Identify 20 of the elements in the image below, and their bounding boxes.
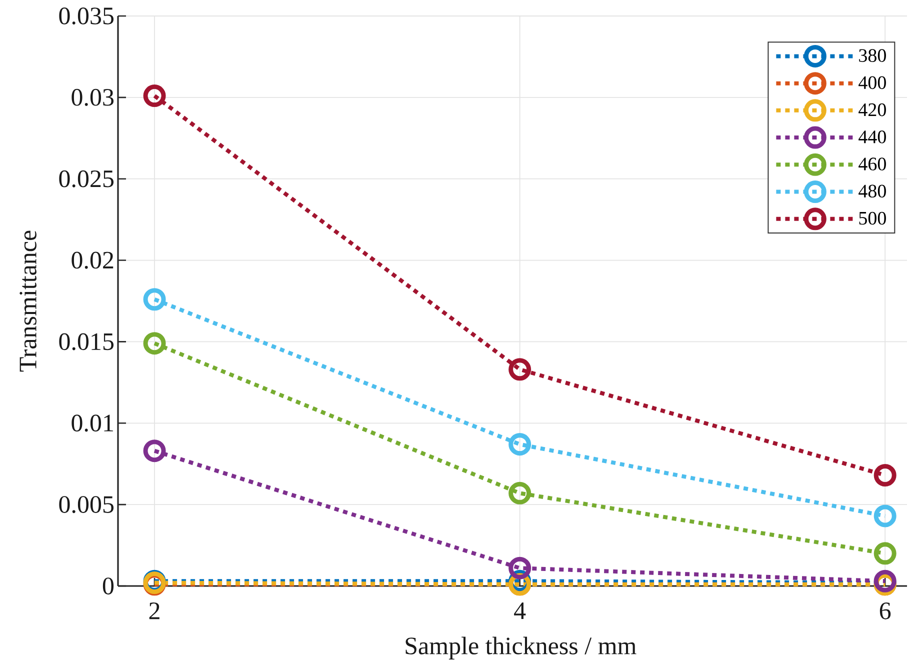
legend-label: 380 — [859, 49, 886, 62]
y-tick-label: 0.03 — [72, 88, 114, 106]
y-tick-label: 0.035 — [59, 8, 114, 24]
y-tick-label: 0.005 — [59, 496, 114, 514]
y-tick-label: 0 — [102, 578, 114, 594]
x-tick-label: 4 — [514, 602, 526, 619]
y-tick-label: 0.025 — [59, 170, 114, 188]
y-axis-title: Transmittance — [20, 230, 36, 372]
x-tick-label: 2 — [149, 602, 160, 620]
legend-label: 440 — [858, 130, 886, 144]
x-tick-label: 6 — [880, 602, 891, 620]
y-tick-label: 0.01 — [72, 414, 113, 432]
legend-label: 500 — [859, 212, 886, 225]
x-axis-title: Sample thickness / mm — [406, 636, 636, 660]
legend-label: 420 — [858, 103, 886, 116]
legend-label: 480 — [858, 184, 886, 198]
y-tick-label: 0.02 — [72, 252, 114, 269]
legend-label: 400 — [858, 76, 886, 90]
legend-label: 460 — [858, 158, 886, 170]
y-tick-label: 0.015 — [59, 333, 114, 350]
